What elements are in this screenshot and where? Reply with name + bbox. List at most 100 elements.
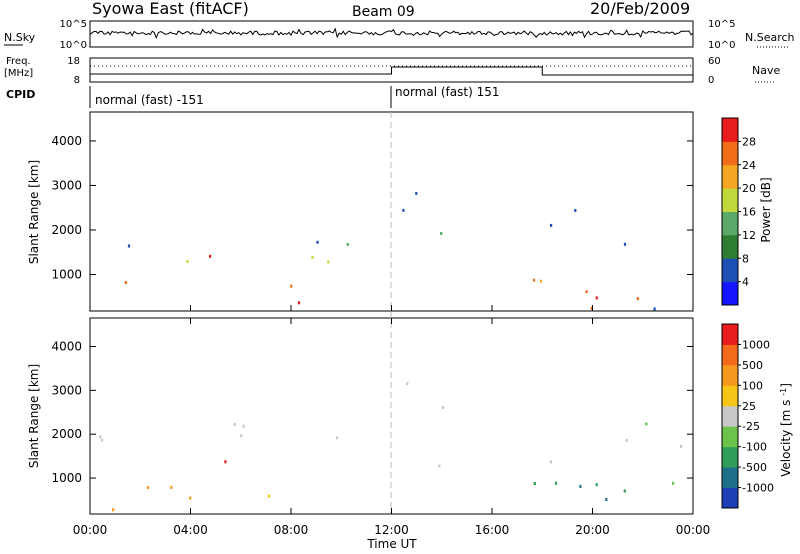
x-tick-label: 16:00 (475, 523, 510, 537)
range-gate-cell (442, 406, 445, 410)
beam-label: Beam 09 (352, 4, 415, 20)
nsearch-tick-bottom: 10^0 (708, 40, 735, 51)
colorbar-tick-label: 4 (742, 276, 749, 289)
colorbar-tick-label: 500 (742, 359, 763, 372)
range-gate-cell (402, 208, 405, 212)
nave-tick-top: 60 (708, 56, 721, 67)
colorbar-tick-label: 16 (742, 206, 756, 219)
y-tick-label: 4000 (51, 340, 82, 354)
nsky-label: N.Sky (4, 31, 36, 44)
nsky-tick-top: 10^5 (60, 19, 87, 30)
y-tick-label: 4000 (51, 134, 82, 148)
y-tick-label: 3000 (51, 383, 82, 397)
station-title: Syowa East (fitACF) (92, 0, 249, 18)
colorbar-tick-label: -500 (742, 461, 767, 474)
range-gate-cell (550, 223, 553, 227)
power-ylabel: Slant Range [km] (27, 160, 41, 264)
range-gate-cell (415, 191, 418, 195)
freq-frame (89, 57, 694, 83)
colorbar-tick-label: 28 (742, 135, 756, 148)
velocity-y-axis: 1000 2000 3000 4000 (51, 340, 693, 485)
cpid-row: CPID normal (fast) -151 normal (fast) 15… (6, 85, 499, 108)
range-gate-cell (679, 444, 683, 448)
range-gate-cell (579, 484, 582, 488)
cpid-segment-2: normal (fast) 151 (395, 85, 499, 99)
y-tick-label: 1000 (51, 267, 82, 281)
colorbar-swatch (722, 211, 738, 236)
x-tick-label: 00:00 (73, 523, 108, 537)
nsky-line (89, 27, 694, 40)
colorbar-swatch (722, 364, 738, 386)
colorbar-swatch (722, 487, 738, 509)
range-gate-cell (595, 483, 598, 487)
range-gate-cell (653, 307, 656, 311)
nsky-trace (89, 27, 694, 40)
nsky-panel: N.Sky 10^5 10^0 10^5 10^0 N.Search (4, 19, 795, 51)
freq-tick-top: 18 (67, 56, 80, 67)
freq-label-line1: Freq. (6, 56, 31, 67)
colorbar-tick-label: 24 (742, 159, 756, 172)
velocity-colorbar-label: Velocity [m s -1] (779, 383, 793, 477)
range-gate-cell (233, 422, 236, 426)
colorbar-swatch (722, 467, 738, 489)
range-gate-cell (406, 382, 409, 386)
nsearch-tick-top: 10^5 (708, 19, 735, 30)
velocity-cbar-superscript: -1 (779, 388, 788, 396)
range-gate-cell (209, 254, 212, 258)
range-gate-cell (533, 482, 536, 485)
range-gate-cell (549, 460, 553, 464)
y-tick-label: 2000 (51, 427, 82, 441)
cpid-label: CPID (6, 88, 35, 101)
colorbar-tick-label: 12 (742, 229, 756, 242)
range-gate-cell (186, 260, 189, 263)
colorbar-swatch (722, 324, 738, 345)
time-axis: 00:00 04:00 08:00 12:00 16:00 20:00 00:00 (73, 305, 710, 537)
range-gate-cell (636, 297, 639, 301)
range-gate-cell (146, 486, 149, 490)
range-gate-cell (605, 498, 608, 501)
power-panel: 1000 2000 3000 4000 Slant Range [km] 4 8 12 16… (27, 111, 773, 312)
colorbar-tick-label: 20 (742, 182, 756, 195)
x-tick-label: 12:00 (374, 523, 409, 537)
colorbar-tick-label: -1000 (742, 482, 774, 495)
range-gate-cell (267, 494, 271, 498)
freq-label-line2: [MHz] (4, 68, 33, 79)
velocity-ylabel: Slant Range [km] (27, 364, 41, 468)
colorbar-swatch (722, 188, 738, 212)
velocity-cbar-suffix: ] (779, 383, 793, 388)
colorbar-swatch (722, 446, 738, 468)
range-gate-cell (585, 290, 588, 294)
cpid-segment-1: normal (fast) -151 (95, 93, 204, 107)
range-gate-cell (590, 306, 593, 310)
colorbar-tick-label: 1000 (742, 338, 770, 351)
velocity-panel: 1000 2000 3000 4000 Slant Range [km] 1000 50… (27, 317, 793, 515)
range-gate-cell (623, 489, 626, 493)
range-gate-cell (311, 255, 314, 259)
power-y-axis: 1000 2000 3000 4000 (51, 134, 693, 281)
colorbar-swatch (722, 344, 738, 366)
x-tick-label: 08:00 (274, 523, 309, 537)
range-gate-cell (645, 422, 648, 426)
range-gate-cell (625, 438, 628, 442)
range-gate-cell (440, 232, 443, 235)
range-gate-cell (335, 436, 338, 440)
colorbar-frame (721, 323, 739, 509)
nsearch-label: N.Search (745, 31, 795, 44)
y-tick-label: 3000 (51, 178, 82, 192)
range-gate-cell (100, 438, 104, 442)
freq-tick-bottom: 8 (74, 75, 80, 86)
range-gate-cell (240, 434, 243, 438)
colorbar-swatch (722, 405, 738, 427)
x-tick-label: 04:00 (173, 523, 208, 537)
range-gate-cell (112, 508, 115, 512)
range-gate-cell (623, 242, 627, 246)
power-frame (89, 111, 694, 312)
power-colorbar-label: Power [dB] (759, 177, 773, 242)
range-gate-cell (127, 244, 131, 248)
date-label: 20/Feb/2009 (590, 0, 690, 18)
range-gate-cell (539, 279, 542, 283)
freq-line (90, 66, 693, 76)
range-gate-cell (327, 260, 330, 264)
power-scatter (124, 191, 656, 311)
